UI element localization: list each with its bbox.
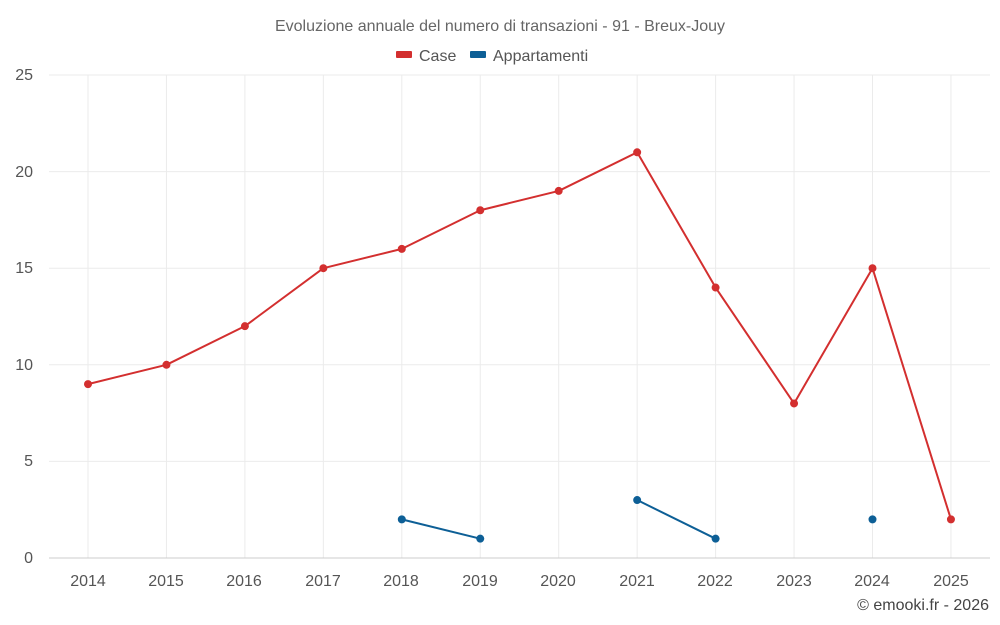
data-point-appartamenti[interactable] <box>476 534 485 543</box>
data-point-case[interactable] <box>319 264 328 273</box>
series-line-case <box>87 151 952 520</box>
data-point-case[interactable] <box>162 360 171 369</box>
series-line-appartamenti <box>636 499 717 540</box>
y-axis: 0 5 10 15 20 25 <box>15 67 33 567</box>
data-point-case[interactable] <box>84 380 92 389</box>
x-tick-label: 2021 <box>619 573 655 590</box>
data-point-case[interactable] <box>711 283 720 292</box>
data-point-case[interactable] <box>397 244 406 253</box>
data-point-appartamenti[interactable] <box>711 534 720 543</box>
y-tick-label: 10 <box>15 357 33 374</box>
x-axis: 2014 2015 2016 2017 2018 2019 2020 2021 … <box>70 573 969 590</box>
y-tick-label: 15 <box>15 260 33 277</box>
y-tick-label: 0 <box>24 550 33 567</box>
series <box>84 148 955 543</box>
data-point-appartamenti[interactable] <box>397 515 406 524</box>
x-tick-label: 2018 <box>383 573 419 590</box>
chart-title: Evoluzione annuale del numero di transaz… <box>275 18 725 35</box>
x-tick-label: 2016 <box>226 573 262 590</box>
x-tick-label: 2014 <box>70 573 106 590</box>
legend-label-appartamenti: Appartamenti <box>493 48 588 65</box>
legend-label-case: Case <box>419 48 456 65</box>
x-tick-label: 2015 <box>148 573 184 590</box>
credit-text: © emooki.fr - 2026 <box>857 597 989 614</box>
y-tick-label: 20 <box>15 164 33 181</box>
data-point-case[interactable] <box>554 186 563 195</box>
x-tick-label: 2023 <box>776 573 812 590</box>
grid <box>49 74 990 559</box>
y-tick-label: 25 <box>15 67 33 84</box>
data-point-case[interactable] <box>633 148 642 157</box>
data-point-case[interactable] <box>240 322 249 331</box>
data-point-case[interactable] <box>790 399 799 408</box>
y-tick-label: 5 <box>24 453 33 470</box>
x-tick-label: 2025 <box>933 573 969 590</box>
x-tick-label: 2020 <box>540 573 576 590</box>
legend-swatch-appartamenti <box>470 51 486 58</box>
legend-item-appartamenti[interactable]: Appartamenti <box>470 48 588 65</box>
legend-item-case[interactable]: Case <box>396 48 456 65</box>
data-point-case[interactable] <box>946 515 955 524</box>
data-point-case[interactable] <box>868 264 877 273</box>
x-tick-label: 2017 <box>305 573 341 590</box>
legend-swatch-case <box>396 51 412 58</box>
legend: Case Appartamenti <box>396 48 588 65</box>
x-tick-label: 2024 <box>854 573 890 590</box>
series-line-appartamenti <box>401 518 481 540</box>
data-point-appartamenti[interactable] <box>868 515 877 524</box>
x-tick-label: 2019 <box>462 573 498 590</box>
data-point-case[interactable] <box>476 206 485 215</box>
x-tick-label: 2022 <box>697 573 733 590</box>
data-point-appartamenti[interactable] <box>633 496 642 505</box>
